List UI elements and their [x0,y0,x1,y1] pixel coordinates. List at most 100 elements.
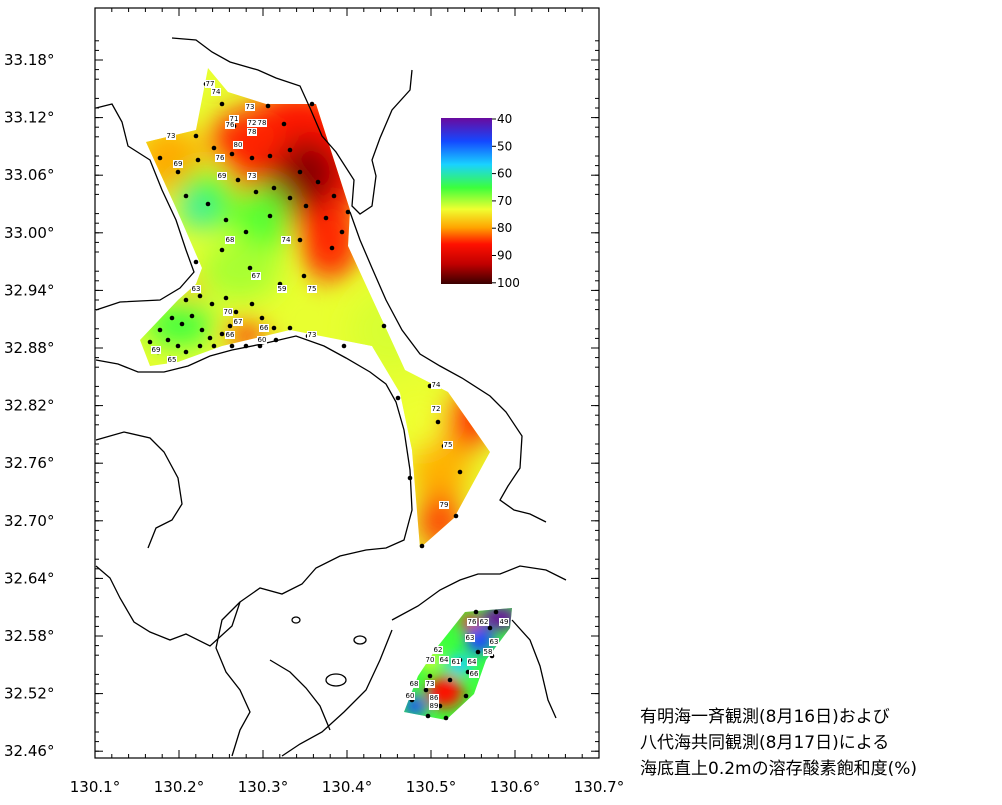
station-dot [323,215,329,221]
station-value-label: 58 [484,648,493,656]
station-value-label: 74 [282,236,291,244]
station-label-bg [259,324,269,332]
station-label-bg [173,160,183,168]
station-dot [211,343,217,349]
station-value-label: 71 [230,115,239,123]
station-dot [273,337,279,343]
caption-line-3: 海底直上0.2mの溶存酸素飽和度(%) [640,759,918,779]
station-dot [157,155,163,161]
station-value-label: 69 [152,346,161,354]
station-label-bg [257,336,267,344]
station-value-label: 76 [468,618,477,626]
y-tick-label: 33.18° [4,51,54,69]
station-dot [303,203,309,209]
station-label-bg [281,236,291,244]
station-label-bg [405,692,415,700]
station-dot [329,245,335,251]
station-dot [223,295,229,301]
y-tick-label: 33.12° [4,109,54,127]
station-dot [493,609,499,615]
station-value-label: 67 [234,318,243,326]
station-value-label: 73 [248,172,257,180]
y-tick-label: 32.94° [4,281,54,299]
station-label-bg [233,318,243,326]
station-dot [183,193,189,199]
station-dot [267,153,273,159]
colorbar [441,118,492,284]
station-value-label: 70 [426,656,435,664]
station-dot [301,273,307,279]
station-value-label: 67 [252,272,261,280]
station-value-label: 62 [434,646,443,654]
station-dot [463,693,469,699]
station-label-bg [465,634,475,642]
station-dot [197,293,203,299]
station-dot [193,133,199,139]
caption: 有明海一斉観測(8月16日)および 八代海共同観測(8月17日)による 海底直上… [640,704,1000,782]
station-value-label: 78 [258,119,267,127]
station-value-label: 63 [490,638,499,646]
station-value-label: 78 [248,128,257,136]
colorbar-label: 40 [497,112,512,126]
caption-line-1: 有明海一斉観測(8月16日)および [640,707,890,727]
station-label-bg [431,405,441,413]
station-dot [281,121,287,127]
station-dot [211,145,217,151]
station-value-label: 72 [432,405,441,413]
station-dot [423,687,429,693]
station-dot [287,195,293,201]
station-dot [447,677,453,683]
station-dot [267,213,273,219]
station-dot [247,265,253,271]
station-value-label: 63 [192,285,201,293]
station-label-bg [425,656,435,664]
station-dot [197,343,203,349]
station-dot [271,185,277,191]
station-dot [253,189,259,195]
station-label-bg [215,154,225,162]
station-value-label: 73 [426,680,435,688]
y-tick-label: 32.58° [4,627,54,645]
x-tick-label: 130.7° [574,778,624,796]
station-label-bg [167,356,177,364]
colorbar-label: 80 [497,221,512,235]
station-value-label: 69 [174,160,183,168]
station-dot [209,301,215,307]
colorbar-label: 70 [497,194,512,208]
station-dot [419,543,425,549]
station-value-label: 69 [218,172,227,180]
station-label-bg [467,658,477,666]
station-value-label: 77 [206,80,215,88]
station-label-bg [247,128,257,136]
station-label-bg [489,638,499,646]
station-dot [453,513,459,519]
station-label-bg [409,680,419,688]
station-dot [243,229,249,235]
station-value-label: 73 [167,132,176,140]
station-value-label: 72 [248,119,257,127]
station-label-bg [425,680,435,688]
station-dot [457,469,463,475]
station-label-bg [451,658,461,666]
station-dot [157,327,163,333]
station-dot [475,649,481,655]
station-dot [169,315,175,321]
station-label-bg [429,694,439,702]
station-value-label: 89 [430,702,439,710]
plot-frame [94,7,600,759]
station-label-bg [211,88,221,96]
station-value-label: 62 [480,618,489,626]
station-value-label: 74 [212,88,221,96]
station-label-bg [191,285,201,293]
station-value-label: 64 [440,656,449,664]
station-dot [223,217,229,223]
y-tick-label: 32.76° [4,454,54,472]
station-dot [443,715,449,721]
station-label-bg [205,80,215,88]
station-dot [345,209,351,215]
station-dot [331,193,337,199]
station-label-bg [225,236,235,244]
station-dot [487,625,493,631]
station-dot [427,673,433,679]
